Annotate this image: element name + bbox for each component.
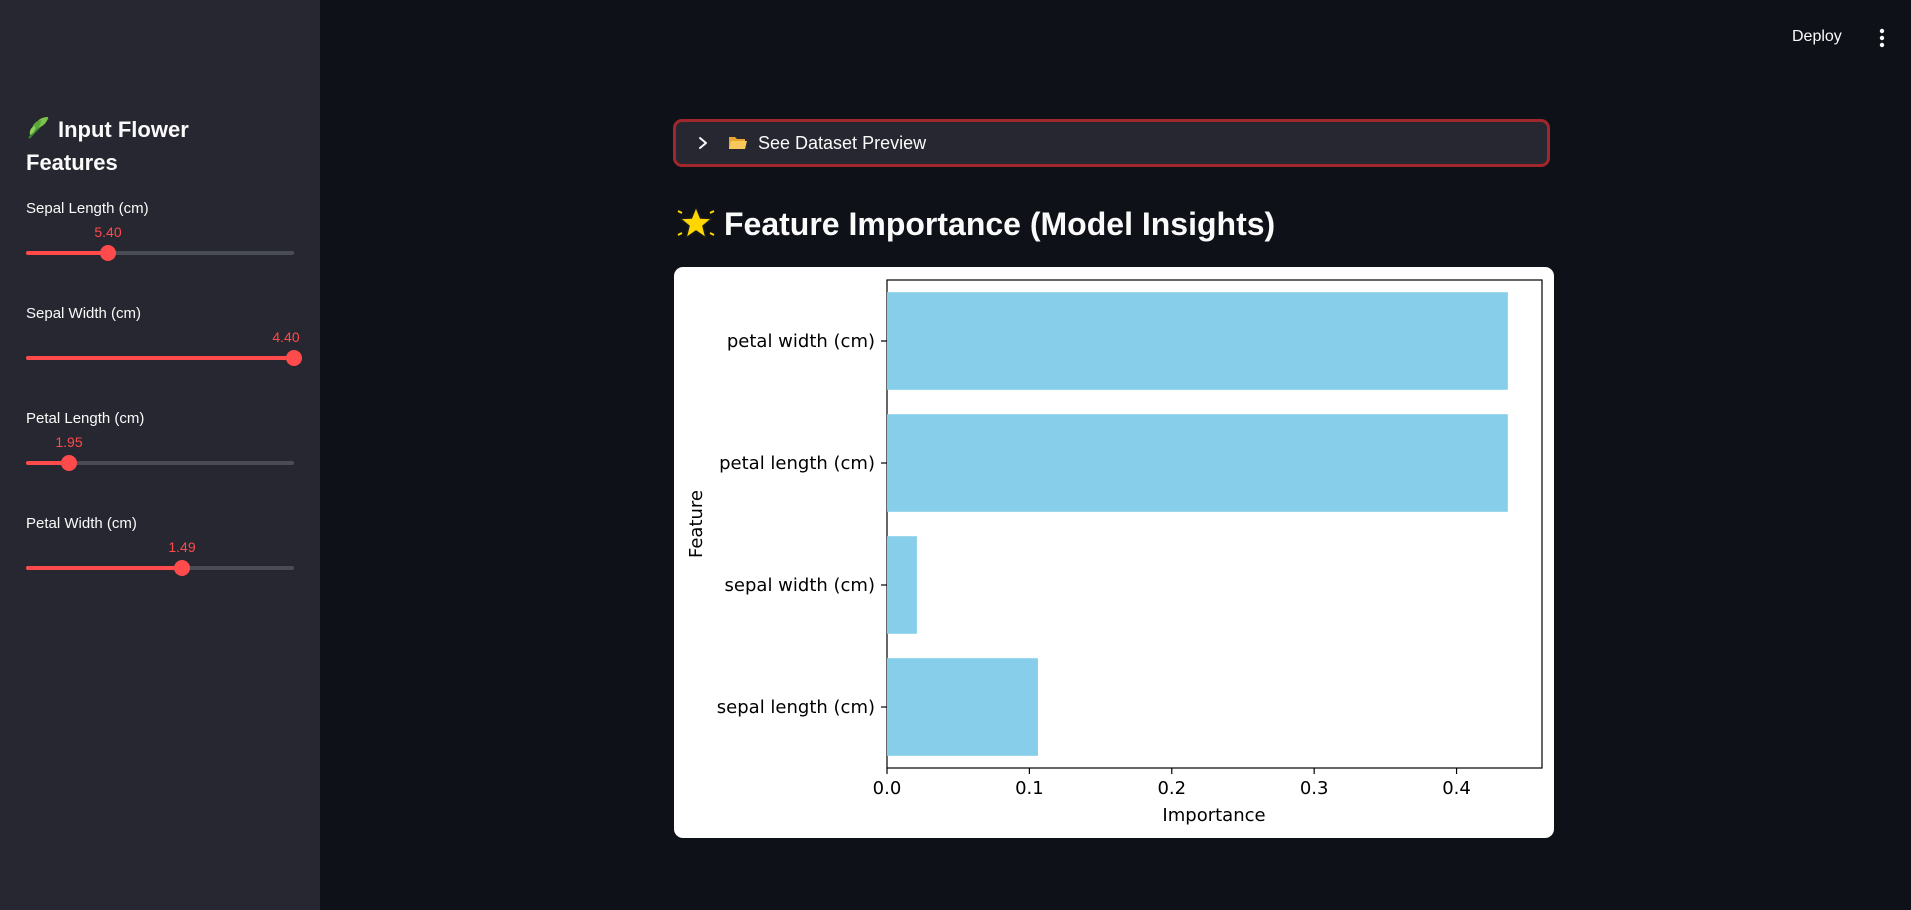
slider-track[interactable] (26, 350, 302, 366)
slider-track[interactable] (26, 560, 294, 576)
x-tick-label: 0.4 (1442, 778, 1471, 799)
x-axis-label: Importance (1162, 805, 1265, 826)
slider-thumb[interactable] (100, 245, 116, 261)
y-tick-label: petal width (cm) (727, 331, 875, 352)
slider-label: Petal Width (cm) (26, 515, 137, 532)
dataset-preview-expander[interactable]: See Dataset Preview (673, 119, 1550, 167)
y-tick-label: petal length (cm) (719, 453, 875, 474)
slider-label: Sepal Length (cm) (26, 200, 149, 217)
slider-fill (26, 566, 182, 570)
star-icon (676, 205, 716, 241)
slider-thumb[interactable] (61, 455, 77, 471)
petal-length-slider[interactable]: Petal Length (cm) 1.95 (26, 410, 296, 490)
x-tick-label: 0.3 (1300, 778, 1329, 799)
chart-svg: petal width (cm) petal length (cm) sepal w… (686, 279, 1543, 826)
y-tick-label: sepal length (cm) (717, 697, 875, 718)
petal-width-slider[interactable]: Petal Width (cm) 1.49 (26, 515, 296, 595)
slider-fill (26, 356, 294, 360)
x-tick-label: 0.0 (873, 778, 902, 799)
slider-fill (26, 251, 108, 255)
sepal-width-slider[interactable]: Sepal Width (cm) 4.40 (26, 305, 302, 385)
slider-thumb[interactable] (286, 350, 302, 366)
slider-thumb[interactable] (174, 560, 190, 576)
chevron-right-icon (696, 136, 710, 150)
deploy-button[interactable]: Deploy (1784, 24, 1850, 50)
x-tick-label: 0.1 (1015, 778, 1044, 799)
bar-0 (887, 292, 1508, 390)
leaf-icon (26, 114, 52, 148)
sepal-length-slider[interactable]: Sepal Length (cm) 5.40 (26, 200, 296, 280)
slider-value: 1.49 (168, 539, 196, 555)
bar-2 (887, 536, 917, 634)
expander-label: See Dataset Preview (758, 133, 927, 153)
sidebar: Input Flower Features Sepal Length (cm) … (0, 0, 320, 910)
section-title: Feature Importance (Model Insights) (676, 205, 1275, 243)
folder-icon (728, 135, 748, 151)
y-tick-label: sepal width (cm) (725, 575, 875, 596)
x-tick-label: 0.2 (1157, 778, 1186, 799)
slider-track[interactable] (26, 245, 294, 261)
y-axis-label: Feature (686, 490, 707, 558)
bar-3 (887, 658, 1038, 756)
slider-fill (26, 461, 69, 465)
feature-importance-chart: petal width (cm) petal length (cm) sepal w… (674, 267, 1554, 838)
slider-value: 1.95 (55, 434, 83, 450)
bar-1 (887, 414, 1508, 512)
slider-track[interactable] (26, 455, 294, 471)
slider-value: 4.40 (272, 329, 300, 345)
sidebar-title: Input Flower Features (26, 114, 286, 178)
slider-label: Sepal Width (cm) (26, 305, 142, 322)
slider-value: 5.40 (94, 224, 122, 240)
kebab-menu-icon[interactable] (1872, 26, 1892, 50)
slider-label: Petal Length (cm) (26, 410, 145, 427)
